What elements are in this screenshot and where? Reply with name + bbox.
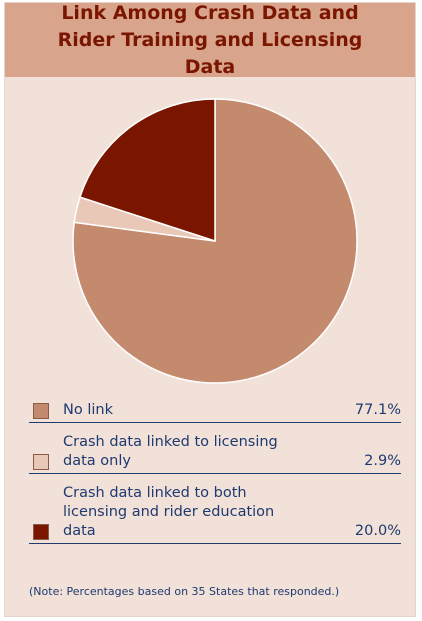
value-label: 77.1% <box>354 402 401 418</box>
legend-swatch <box>33 524 49 540</box>
chart-title: Link Among Crash Data and Rider Training… <box>57 1 363 78</box>
infographic: Link Among Crash Data and Rider Training… <box>4 2 416 617</box>
legend: No link 77.1% Crash data linked to licensi… <box>29 401 401 554</box>
note: (Note: Percentages based on 35 States th… <box>29 585 340 598</box>
legend-swatch <box>33 454 49 470</box>
legend-item: Crash data linked to licensing data only… <box>29 433 401 474</box>
legend-label: Crash data linked to licensing data only <box>63 434 278 469</box>
value-label: 2.9% <box>364 453 401 469</box>
header: Link Among Crash Data and Rider Training… <box>5 2 415 78</box>
pie-slice <box>79 98 216 243</box>
value-label: 20.0% <box>354 523 401 539</box>
legend-label: No link <box>63 402 113 418</box>
pie-chart <box>72 98 358 384</box>
legend-swatch <box>33 403 49 419</box>
pie-slice <box>72 98 358 384</box>
legend-item: Crash data linked to both licensing and … <box>29 484 401 544</box>
legend-label: Crash data linked to both licensing and … <box>63 485 275 539</box>
legend-item: No link 77.1% <box>29 401 401 423</box>
